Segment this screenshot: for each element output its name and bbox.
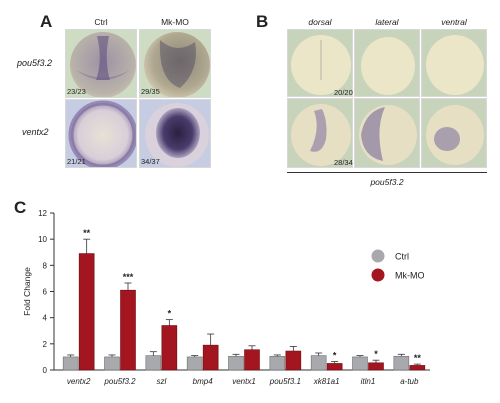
significance-marker: ** xyxy=(414,353,422,363)
panel-b-letter: B xyxy=(256,12,269,31)
panel-a-count-ventx2-mk-mo: 34/37 xyxy=(141,157,160,166)
y-tick-label: 0 xyxy=(43,366,48,375)
y-tick-label: 12 xyxy=(38,209,47,218)
panel-a-image-pou5f3-2-ctrl xyxy=(65,29,137,98)
bar-ctrl-pou5f3-1 xyxy=(269,355,286,371)
panel-a-count-ventx2-ctrl: 21/21 xyxy=(67,157,86,166)
bar-ctrl-ventx2 xyxy=(62,356,79,371)
panel-b-col-dorsal: dorsal xyxy=(308,17,332,27)
panel-b-image-ctrl-dorsal xyxy=(287,29,353,97)
panel-a-count-pou5f3-2-ctrl: 23/23 xyxy=(67,87,86,96)
panel-a-image-ventx2-mk-mo xyxy=(139,99,211,168)
bar-mk-mo-itln1 xyxy=(368,362,384,371)
x-category-label: pou5f3.1 xyxy=(269,377,301,386)
bar-ctrl-xk81a1 xyxy=(310,355,327,371)
significance-marker: ** xyxy=(83,228,91,238)
panel-b-col-lateral: lateral xyxy=(375,17,399,27)
panel-a-letter: A xyxy=(40,12,53,31)
bar-mk-mo-bmp4 xyxy=(202,344,219,371)
y-tick-label: 10 xyxy=(38,235,47,244)
panel-a-col-mk-mo: Mk-MO xyxy=(161,17,189,27)
panel-b-bracket-line xyxy=(287,172,487,173)
panel-a-row-pou5f3-2: pou5f3.2 xyxy=(17,58,53,68)
panel-b-gene-label: pou5f3.2 xyxy=(370,177,404,187)
legend-marker-mk-mo xyxy=(371,268,385,282)
y-tick-label: 8 xyxy=(43,261,48,270)
x-category-label: a-tub xyxy=(400,377,419,386)
bar-mk-mo-ventx2 xyxy=(78,253,95,371)
significance-marker: * xyxy=(333,350,337,360)
panel-b-count-ctrl: 20/20 xyxy=(334,88,353,97)
significance-marker: *** xyxy=(123,272,134,282)
significance-marker: * xyxy=(374,349,378,359)
significance-marker: * xyxy=(168,309,172,319)
x-category-label: itln1 xyxy=(361,377,376,386)
bar-mk-mo-a-tub xyxy=(409,365,426,371)
panel-a-image-pou5f3-2-mk-mo xyxy=(139,29,211,98)
y-axis-label: Fold Change xyxy=(22,267,32,316)
bar-ctrl-pou5f3-2 xyxy=(104,356,120,371)
panel-b-col-ventral: ventral xyxy=(441,17,467,27)
x-category-label: ventx1 xyxy=(232,377,256,386)
panel-c-letter: C xyxy=(14,198,27,217)
bar-mk-mo-pou5f3-1 xyxy=(285,350,302,371)
bar-ctrl-bmp4 xyxy=(186,356,203,371)
bar-ctrl-a-tub xyxy=(393,355,410,371)
y-tick-label: 4 xyxy=(43,314,48,323)
legend-label-mk-mo: Mk-MO xyxy=(395,271,425,281)
panel-b-image-mk-mo-dorsal xyxy=(287,98,353,168)
panel-a-image-ventx2-ctrl xyxy=(65,99,137,168)
bar-mk-mo-xk81a1 xyxy=(326,363,343,371)
x-category-label: pou5f3.2 xyxy=(103,377,136,386)
x-category-label: ventx2 xyxy=(67,377,91,386)
bar-mk-mo-ventx1 xyxy=(244,349,260,371)
x-category-label: xk81a1 xyxy=(313,377,340,386)
panel-b-image-mk-mo-ventral xyxy=(421,98,487,168)
x-category-label: szl xyxy=(156,377,166,386)
bar-mk-mo-pou5f3-2 xyxy=(120,289,136,371)
panel-b-image-ctrl-lateral xyxy=(354,29,420,97)
panel-b-count-mk-mo: 28/34 xyxy=(334,158,353,167)
y-tick-label: 6 xyxy=(43,288,48,297)
panel-a-count-pou5f3-2-mk-mo: 29/35 xyxy=(141,87,160,96)
legend-marker-ctrl xyxy=(371,249,385,263)
x-category-label: bmp4 xyxy=(193,377,214,386)
bar-ctrl-itln1 xyxy=(352,356,368,371)
panel-b-image-mk-mo-lateral xyxy=(354,98,420,168)
panel-a-row-ventx2: ventx2 xyxy=(22,127,49,137)
bar-ctrl-ventx1 xyxy=(228,355,244,371)
y-tick-label: 2 xyxy=(43,340,48,349)
legend-label-ctrl: Ctrl xyxy=(395,252,409,262)
bar-mk-mo-szl xyxy=(161,325,178,371)
panel-b-image-ctrl-ventral xyxy=(421,29,487,97)
bar-ctrl-szl xyxy=(145,355,162,371)
panel-a-col-ctrl: Ctrl xyxy=(94,17,108,27)
